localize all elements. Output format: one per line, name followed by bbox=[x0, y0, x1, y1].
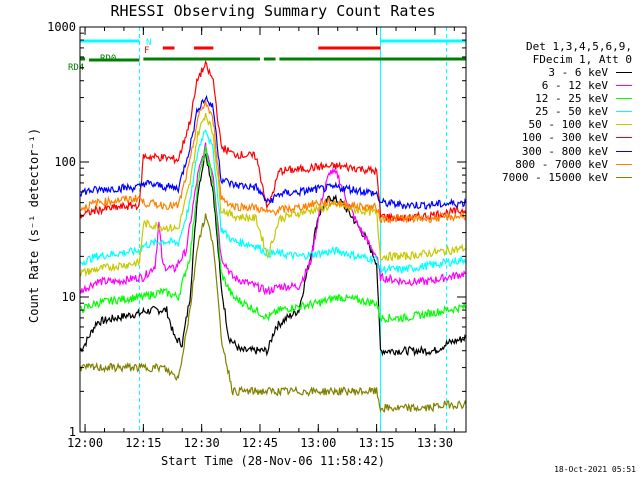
y-tick-label-0: 1 bbox=[69, 425, 76, 439]
legend-label-4: 50 - 100 keV bbox=[528, 118, 608, 132]
legend-header-line-1: Det 1,3,4,5,6,9, bbox=[526, 40, 632, 53]
legend-entry-6: 300 - 800 keV bbox=[478, 145, 636, 158]
legend-label-2: 12 - 25 keV bbox=[535, 92, 608, 106]
legend-entry-7: 800 - 7000 keV bbox=[478, 158, 636, 171]
flag-label-n: N bbox=[146, 38, 151, 48]
legend-swatch-3 bbox=[616, 111, 632, 113]
x-tick-label-2: 12:30 bbox=[184, 436, 220, 450]
x-tick-label-0: 12:00 bbox=[67, 436, 103, 450]
legend-label-6: 300 - 800 keV bbox=[521, 144, 608, 158]
legend-entry-2: 12 - 25 keV bbox=[478, 92, 636, 105]
legend-swatch-1 bbox=[616, 85, 632, 87]
legend-label-0: 3 - 6 keV bbox=[548, 66, 608, 79]
series-line-6 bbox=[79, 94, 467, 210]
legend-swatch-8 bbox=[616, 176, 632, 178]
timestamp: 18-Oct-2021 05:51 bbox=[554, 465, 636, 474]
series-line-3 bbox=[79, 128, 467, 276]
legend-entry-4: 50 - 100 keV bbox=[478, 118, 636, 131]
x-tick-label-5: 13:15 bbox=[359, 436, 395, 450]
series-line-7 bbox=[79, 100, 467, 225]
legend-swatch-4 bbox=[616, 124, 632, 126]
x-tick-label-3: 12:45 bbox=[242, 436, 278, 450]
series-line-2 bbox=[79, 145, 467, 324]
flag-label-f: F bbox=[144, 46, 149, 56]
legend-label-3: 25 - 50 keV bbox=[535, 105, 608, 119]
plot-frame bbox=[79, 26, 467, 433]
series-line-0 bbox=[79, 153, 467, 357]
legend-header-line-2: FDecim 1, Att 0 bbox=[532, 53, 632, 66]
series-line-5 bbox=[79, 59, 467, 222]
legend-label-7: 800 - 7000 keV bbox=[515, 157, 608, 171]
chart-title: RHESSI Observing Summary Count Rates bbox=[110, 2, 436, 20]
legend-label-5: 100 - 300 keV bbox=[521, 131, 608, 145]
legend-entry-1: 6 - 12 keV bbox=[478, 79, 636, 92]
legend-entry-3: 25 - 50 keV bbox=[478, 105, 636, 118]
x-tick-label-4: 13:00 bbox=[300, 436, 336, 450]
x-tick-label-6: 13:30 bbox=[417, 436, 453, 450]
legend-swatch-2 bbox=[616, 98, 632, 100]
flag-label-rd0: RD0 bbox=[100, 54, 116, 64]
legend-entry-8: 7000 - 15000 keV bbox=[478, 171, 636, 184]
legend-entry-5: 100 - 300 keV bbox=[478, 131, 636, 144]
legend-swatch-7 bbox=[616, 163, 632, 165]
flag-label-rd4: RD4 bbox=[68, 63, 84, 73]
series-line-1 bbox=[79, 142, 467, 296]
legend-swatch-5 bbox=[616, 137, 632, 139]
series-line-8 bbox=[79, 213, 467, 413]
x-axis-title: Start Time (28-Nov-06 11:58:42) bbox=[161, 454, 385, 468]
series-line-4 bbox=[79, 112, 467, 278]
legend-swatch-0 bbox=[616, 72, 632, 73]
legend-label-8: 7000 - 15000 keV bbox=[502, 170, 608, 184]
legend: Det 1,3,4,5,6,9, FDecim 1, Att 0 3 - 6 k… bbox=[478, 40, 636, 184]
legend-entry-0: 3 - 6 keV bbox=[478, 66, 636, 79]
y-tick-label-2: 100 bbox=[54, 155, 76, 169]
y-axis-title: Count Rate (s⁻¹ detector⁻¹) bbox=[27, 127, 41, 323]
x-tick-label-1: 12:15 bbox=[125, 436, 161, 450]
legend-swatch-6 bbox=[616, 150, 632, 152]
legend-label-1: 6 - 12 keV bbox=[541, 79, 608, 93]
y-tick-label-1: 10 bbox=[62, 290, 76, 304]
y-tick-label-3: 1000 bbox=[47, 20, 76, 34]
